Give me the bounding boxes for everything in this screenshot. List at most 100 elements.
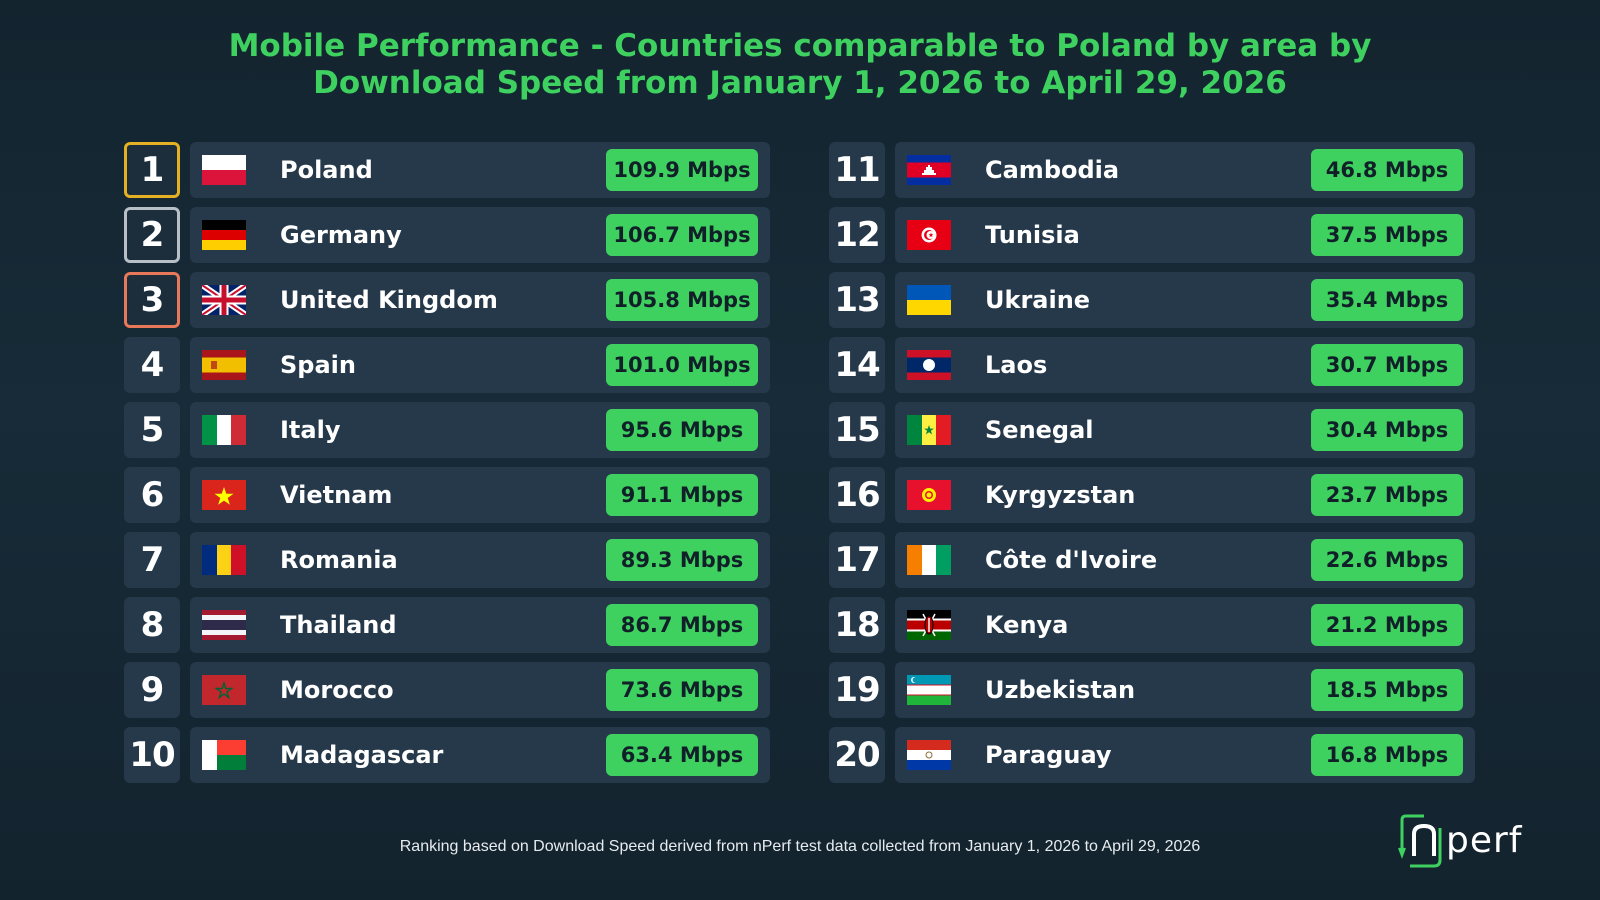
flag-vietnam-icon (202, 480, 246, 510)
country-name: Poland (280, 156, 373, 184)
flag-kyrgyzstan-icon (907, 480, 951, 510)
country-name: Thailand (280, 611, 397, 639)
rank-badge: 16 (829, 467, 885, 523)
country-bar: Ukraine 35.4 Mbps (895, 272, 1475, 328)
speed-badge: 30.4 Mbps (1311, 409, 1463, 451)
flag-italy-icon (202, 415, 246, 445)
country-name: Vietnam (280, 481, 393, 509)
flag-cambodia-icon (907, 155, 951, 185)
country-bar: Madagascar 63.4 Mbps (190, 727, 770, 783)
speed-badge: 23.7 Mbps (1311, 474, 1463, 516)
rank-badge: 4 (124, 337, 180, 393)
country-bar: Poland 109.9 Mbps (190, 142, 770, 198)
speed-badge: 105.8 Mbps (606, 279, 758, 321)
country-name: Uzbekistan (985, 676, 1136, 704)
speed-badge: 18.5 Mbps (1311, 669, 1463, 711)
country-name: Madagascar (280, 741, 444, 769)
rank-badge: 1 (124, 142, 180, 198)
country-bar: Cambodia 46.8 Mbps (895, 142, 1475, 198)
rank-badge: 18 (829, 597, 885, 653)
country-name: Kenya (985, 611, 1069, 639)
country-name: Senegal (985, 416, 1094, 444)
country-name: Italy (280, 416, 341, 444)
rank-badge: 11 (829, 142, 885, 198)
flag-romania-icon (202, 545, 246, 575)
flag-senegal-icon (907, 415, 951, 445)
flag-germany-icon (202, 220, 246, 250)
country-bar: Tunisia 37.5 Mbps (895, 207, 1475, 263)
speed-badge: 46.8 Mbps (1311, 149, 1463, 191)
country-bar: Paraguay 16.8 Mbps (895, 727, 1475, 783)
country-name: Côte d'Ivoire (985, 546, 1158, 574)
country-name: Kyrgyzstan (985, 481, 1136, 509)
country-bar: United Kingdom 105.8 Mbps (190, 272, 770, 328)
rank-badge: 6 (124, 467, 180, 523)
rank-badge: 20 (829, 727, 885, 783)
flag-morocco-icon (202, 675, 246, 705)
nperf-logo: perf (1398, 814, 1523, 868)
country-name: Morocco (280, 676, 394, 704)
flag-paraguay-icon (907, 740, 951, 770)
flag-laos-icon (907, 350, 951, 380)
speed-badge: 91.1 Mbps (606, 474, 758, 516)
country-bar: Morocco 73.6 Mbps (190, 662, 770, 718)
speed-badge: 89.3 Mbps (606, 539, 758, 581)
flag-united-kingdom-icon (202, 285, 246, 315)
speed-badge: 73.6 Mbps (606, 669, 758, 711)
title-line-2: Download Speed from January 1, 2026 to A… (313, 65, 1287, 101)
rank-badge: 17 (829, 532, 885, 588)
country-bar: Senegal 30.4 Mbps (895, 402, 1475, 458)
speed-badge: 37.5 Mbps (1311, 214, 1463, 256)
rank-badge: 2 (124, 207, 180, 263)
country-bar: Germany 106.7 Mbps (190, 207, 770, 263)
flag-cote-d-ivoire-icon (907, 545, 951, 575)
flag-thailand-icon (202, 610, 246, 640)
svg-text:perf: perf (1446, 820, 1523, 861)
country-bar: Laos 30.7 Mbps (895, 337, 1475, 393)
flag-spain-icon (202, 350, 246, 380)
rank-badge: 8 (124, 597, 180, 653)
speed-badge: 16.8 Mbps (1311, 734, 1463, 776)
country-bar: Thailand 86.7 Mbps (190, 597, 770, 653)
speed-badge: 95.6 Mbps (606, 409, 758, 451)
speed-badge: 63.4 Mbps (606, 734, 758, 776)
speed-badge: 21.2 Mbps (1311, 604, 1463, 646)
country-bar: Romania 89.3 Mbps (190, 532, 770, 588)
speed-badge: 30.7 Mbps (1311, 344, 1463, 386)
country-bar: Kyrgyzstan 23.7 Mbps (895, 467, 1475, 523)
country-name: Germany (280, 221, 402, 249)
rank-badge: 19 (829, 662, 885, 718)
page-title: Mobile Performance - Countries comparabl… (0, 28, 1600, 102)
country-name: Romania (280, 546, 398, 574)
country-bar: Kenya 21.2 Mbps (895, 597, 1475, 653)
country-bar: Uzbekistan 18.5 Mbps (895, 662, 1475, 718)
flag-poland-icon (202, 155, 246, 185)
flag-kenya-icon (907, 610, 951, 640)
country-bar: Vietnam 91.1 Mbps (190, 467, 770, 523)
flag-uzbekistan-icon (907, 675, 951, 705)
speed-badge: 86.7 Mbps (606, 604, 758, 646)
country-name: Laos (985, 351, 1048, 379)
country-name: United Kingdom (280, 286, 498, 314)
flag-madagascar-icon (202, 740, 246, 770)
rank-badge: 5 (124, 402, 180, 458)
speed-badge: 109.9 Mbps (606, 149, 758, 191)
country-name: Spain (280, 351, 356, 379)
country-bar: Italy 95.6 Mbps (190, 402, 770, 458)
title-line-1: Mobile Performance - Countries comparabl… (228, 28, 1372, 64)
country-bar: Côte d'Ivoire 22.6 Mbps (895, 532, 1475, 588)
speed-badge: 101.0 Mbps (606, 344, 758, 386)
speed-badge: 106.7 Mbps (606, 214, 758, 256)
rank-badge: 7 (124, 532, 180, 588)
country-name: Paraguay (985, 741, 1112, 769)
country-name: Ukraine (985, 286, 1091, 314)
rank-badge: 14 (829, 337, 885, 393)
flag-tunisia-icon (907, 220, 951, 250)
country-name: Cambodia (985, 156, 1120, 184)
speed-badge: 35.4 Mbps (1311, 279, 1463, 321)
country-bar: Spain 101.0 Mbps (190, 337, 770, 393)
rank-badge: 12 (829, 207, 885, 263)
flag-ukraine-icon (907, 285, 951, 315)
rank-badge: 13 (829, 272, 885, 328)
rank-badge: 10 (124, 727, 180, 783)
